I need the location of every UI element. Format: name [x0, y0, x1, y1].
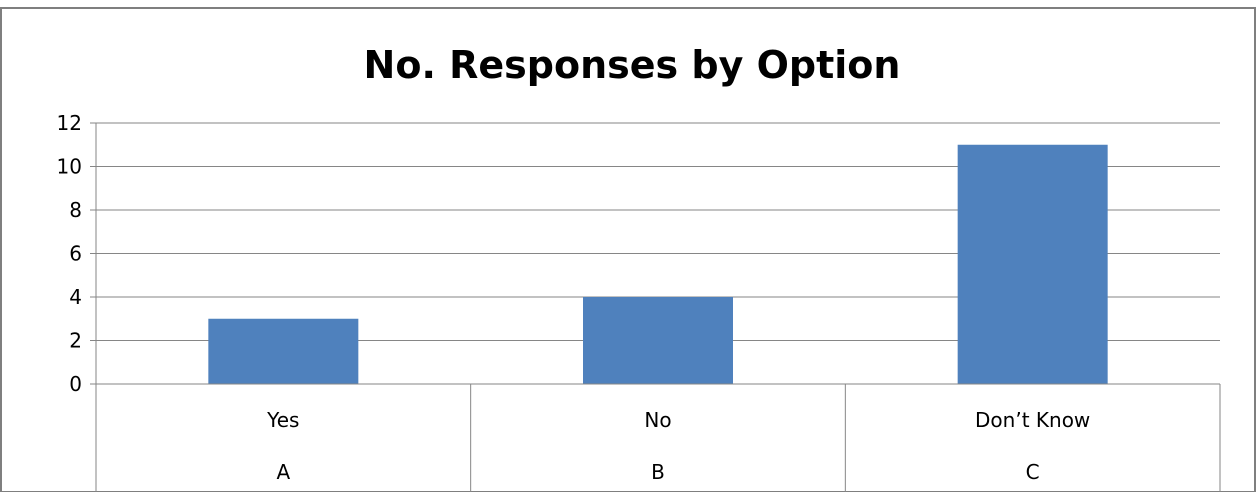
chart-title: No. Responses by Option — [364, 43, 901, 87]
x-group-label: A — [276, 460, 290, 484]
bar-2 — [583, 297, 733, 384]
x-axis-labels: Yes A No B Don’t Know C — [266, 408, 1090, 484]
y-tick-label: 10 — [57, 155, 82, 179]
x-category-label: Yes — [266, 408, 299, 432]
x-category-label: Don’t Know — [975, 408, 1090, 432]
bar-3 — [957, 144, 1108, 384]
y-tick-label: 4 — [69, 285, 82, 309]
y-tick-label: 12 — [57, 111, 82, 135]
y-tick-label: 0 — [69, 372, 82, 396]
x-group-label: B — [651, 460, 665, 484]
axes — [90, 122, 1221, 492]
x-category-label: No — [644, 408, 671, 432]
y-tick-label: 2 — [69, 329, 82, 353]
x-group-label: C — [1026, 460, 1040, 484]
y-axis-ticks: 0 2 4 6 8 10 12 — [57, 111, 82, 396]
bar-1 — [208, 318, 359, 384]
y-tick-label: 6 — [69, 242, 82, 266]
bars — [208, 144, 1108, 384]
y-tick-label: 8 — [69, 198, 82, 222]
